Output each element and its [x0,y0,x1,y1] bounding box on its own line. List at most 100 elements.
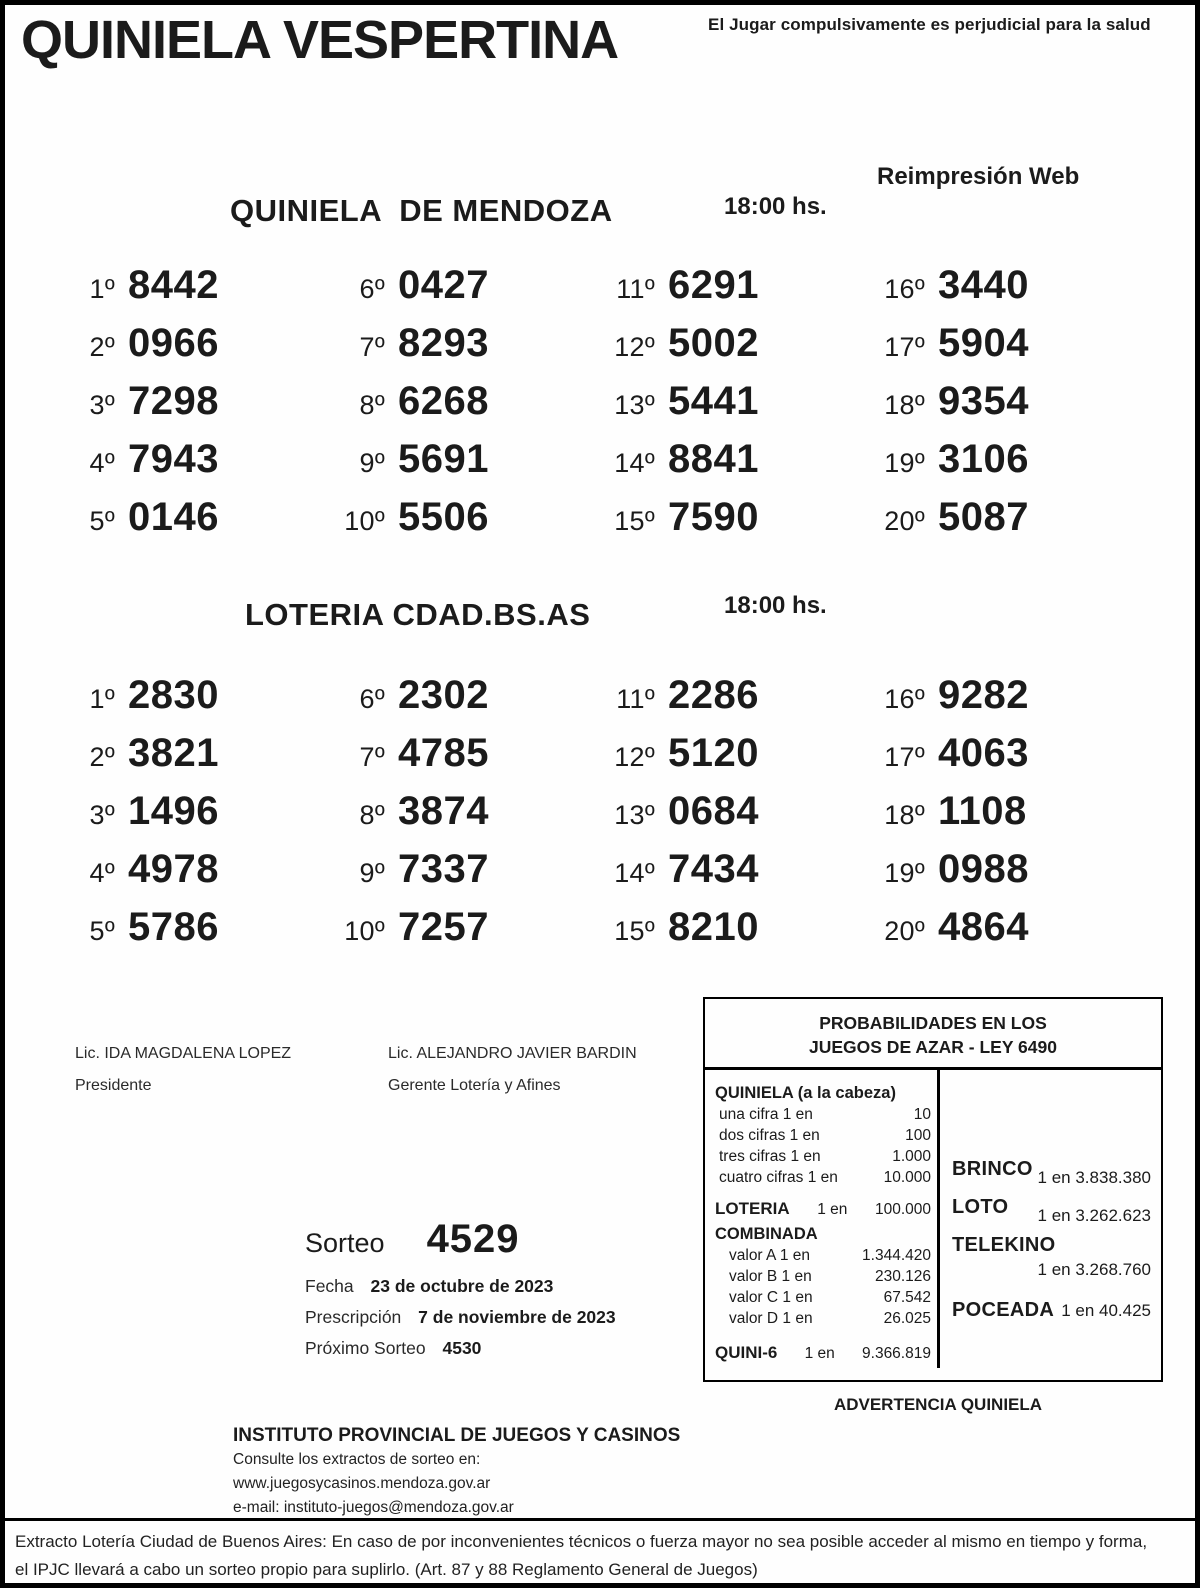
result-number: 3440 [938,263,1029,307]
result-item: 17º 5904 [867,321,1137,379]
result-item: 10º 5506 [327,495,597,553]
poceada-value: 1 en 40.425 [1061,1301,1151,1320]
result-position: 11º [616,274,655,304]
institute-email: e-mail: instituto-juegos@mendoza.gov.ar [233,1499,514,1516]
odds-label: tres cifras 1 en [719,1148,821,1165]
brinco-label: BRINCO [952,1158,1033,1180]
loteria-label: LOTERIA [715,1199,790,1218]
result-item: 17º 4063 [867,731,1137,789]
result-number: 0146 [128,495,219,539]
result-number: 5002 [668,321,759,365]
result-number: 3106 [938,437,1029,481]
result-item: 8º 6268 [327,379,597,437]
official-role: Gerente Lotería y Afines [388,1077,561,1094]
result-item: 8º 3874 [327,789,597,847]
prescription-label: Prescripción [305,1307,402,1327]
poceada-odds-row: POCEADA 1 en 40.425 [952,1299,1151,1322]
result-item: 12º 5002 [597,321,867,379]
loteria-value: 100.000 [874,1201,931,1218]
date-label: Fecha [305,1276,354,1296]
result-number: 2830 [128,673,219,717]
result-position: 9º [359,858,385,888]
next-draw-row: Próximo Sorteo 4530 [305,1337,616,1359]
result-number: 7590 [668,495,759,539]
odds-value: 10 [913,1106,931,1123]
result-number: 2302 [398,673,489,717]
result-number: 8442 [128,263,219,307]
odds-value: 10.000 [883,1169,931,1186]
institute-website: www.juegosycasinos.mendoza.gov.ar [233,1475,491,1492]
result-number: 5786 [128,905,219,949]
result-item: 5º 5786 [57,905,327,963]
result-item: 16º 3440 [867,263,1137,321]
result-number: 4785 [398,731,489,775]
prescription-row: Prescripción 7 de noviembre de 2023 [305,1306,616,1328]
result-number: 3874 [398,789,489,833]
result-item: 20º 4864 [867,905,1137,963]
probabilities-body: QUINIELA (a la cabeza) una cifra 1 en 10… [705,1070,1161,1368]
result-item: 11º 6291 [597,263,867,321]
results-grid-bsas: 1º 2830 2º 3821 3º 1496 4º 4978 5º 5786 … [57,673,1137,963]
result-number: 9282 [938,673,1029,717]
result-item: 19º 0988 [867,847,1137,905]
result-number: 7298 [128,379,219,423]
odds-row: cuatro cifras 1 en 10.000 [715,1167,931,1188]
odds-label: valor D 1 en [729,1310,813,1327]
reprint-label: Reimpresión Web [877,163,1080,190]
advertencia-title: ADVERTENCIA QUINIELA [833,1395,1043,1414]
result-number: 8210 [668,905,759,949]
result-number: 1496 [128,789,219,833]
institute-name: INSTITUTO PROVINCIAL DE JUEGOS Y CASINOS [233,1425,681,1446]
result-position: 20º [884,506,925,536]
result-item: 1º 8442 [57,263,327,321]
result-number: 0684 [668,789,759,833]
result-item: 13º 5441 [597,379,867,437]
probabilities-title-line1: PROBABILIDADES EN LOS [819,1013,1047,1033]
loto-label: LOTO [952,1196,1009,1218]
combinada-odds-rows: valor A 1 en 1.344.420 valor B 1 en 230.… [715,1245,931,1329]
result-item: 18º 9354 [867,379,1137,437]
probabilities-left-column: QUINIELA (a la cabeza) una cifra 1 en 10… [705,1070,940,1368]
result-number: 8293 [398,321,489,365]
result-position: 7º [359,742,385,772]
result-position: 3º [89,390,115,420]
result-number: 5441 [668,379,759,423]
odds-row: valor A 1 en 1.344.420 [715,1245,931,1266]
result-item: 4º 7943 [57,437,327,495]
odds-row: dos cifras 1 en 100 [715,1125,931,1146]
institute-block: INSTITUTO PROVINCIAL DE JUEGOS Y CASINOS… [233,1425,680,1517]
result-position: 18º [884,800,925,830]
draw-time-mendoza: 18:00 hs. [724,193,827,220]
result-item: 14º 8841 [597,437,867,495]
result-position: 16º [884,274,925,304]
result-position: 6º [359,274,385,304]
loteria-odds-row: LOTERIA 1 en 100.000 [715,1198,931,1221]
result-position: 8º [359,390,385,420]
result-item: 15º 7590 [597,495,867,553]
odds-row: valor D 1 en 26.025 [715,1308,931,1329]
odds-label: una cifra 1 en [719,1106,813,1123]
draw-label: Sorteo [305,1228,385,1258]
result-position: 4º [89,448,115,478]
result-number: 7943 [128,437,219,481]
result-number: 8841 [668,437,759,481]
odds-label: valor C 1 en [729,1289,813,1306]
result-item: 3º 7298 [57,379,327,437]
result-position: 15º [614,506,655,536]
result-item: 6º 2302 [327,673,597,731]
quini6-label: QUINI-6 [715,1343,778,1362]
result-item: 14º 7434 [597,847,867,905]
result-position: 1º [89,684,115,714]
result-item: 13º 0684 [597,789,867,847]
result-position: 2º [89,332,115,362]
result-position: 7º [359,332,385,362]
result-item: 9º 5691 [327,437,597,495]
probabilities-title: PROBABILIDADES EN LOS JUEGOS DE AZAR - L… [705,999,1161,1070]
result-item: 5º 0146 [57,495,327,553]
result-position: 13º [614,800,655,830]
quini6-odds-row: QUINI-6 1 en 9.366.819 [715,1342,931,1365]
odds-row: tres cifras 1 en 1.000 [715,1146,931,1167]
result-number: 0988 [938,847,1029,891]
result-item: 3º 1496 [57,789,327,847]
